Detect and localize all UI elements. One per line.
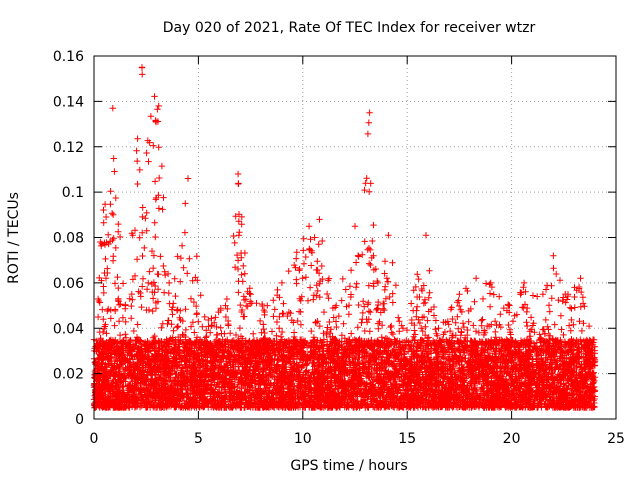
- x-tick-label: 20: [503, 431, 521, 447]
- y-tick-label: 0.14: [53, 94, 84, 110]
- x-tick-label: 25: [607, 431, 625, 447]
- y-tick-label: 0.16: [53, 49, 84, 65]
- roti-points: [90, 64, 599, 411]
- x-tick-label: 5: [194, 431, 203, 447]
- y-tick-label: 0.06: [53, 276, 84, 292]
- x-tick-label: 0: [90, 431, 99, 447]
- y-tick-label: 0.12: [53, 140, 84, 156]
- x-tick-label: 10: [294, 431, 312, 447]
- chart-title: Day 020 of 2021, Rate Of TEC Index for r…: [163, 20, 536, 36]
- data-points: [90, 64, 599, 411]
- y-tick-label: 0.02: [53, 367, 84, 383]
- axis-ticks: 0 0.02 0.04 0.06 0.08 0.1 0.12 0.14 0.16 0 5 10 15 20…: [53, 49, 625, 447]
- y-tick-label: 0.04: [53, 321, 84, 337]
- x-tick-label: 15: [398, 431, 416, 447]
- y-axis-label: ROTI / TECUs: [6, 192, 22, 284]
- y-tick-label: 0: [75, 412, 84, 428]
- x-axis-label: GPS time / hours: [290, 458, 407, 474]
- y-tick-label: 0.08: [53, 231, 84, 247]
- y-tick-label: 0.1: [62, 185, 84, 201]
